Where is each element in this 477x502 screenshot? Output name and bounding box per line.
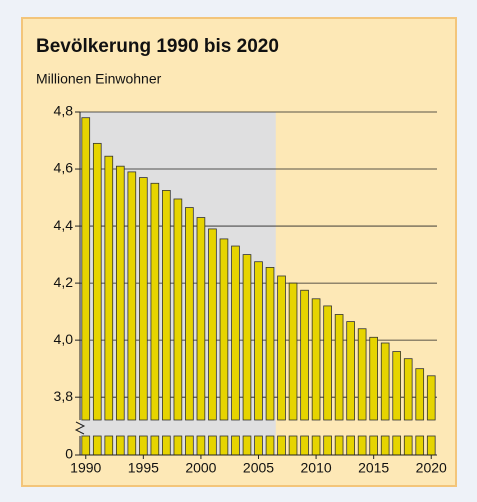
bar-base [115,435,125,456]
bar-base [311,435,321,456]
bar-base [323,435,332,456]
bar-base [392,435,402,456]
bar [185,207,194,421]
bar-base [185,435,194,456]
bar [173,198,183,421]
bar [369,336,378,421]
bar [81,117,91,421]
bar [265,267,275,421]
bar [323,305,332,421]
bar-base [139,435,148,456]
bar [357,328,367,421]
x-tick-label: 2000 [185,460,216,476]
y-tick-label: 3,8 [54,388,74,404]
bar-base [127,435,137,456]
bar-base [162,435,171,456]
bar-base [254,435,263,456]
bar-base [288,435,298,456]
bar-base [92,435,102,456]
axis-break [74,421,86,435]
bar [92,142,102,421]
bar-base [415,435,425,456]
bar-base [265,435,275,456]
bar [392,351,402,421]
y-tick-label: 4,8 [54,103,74,119]
bar-base [208,435,217,456]
bar-base [357,435,367,456]
bar-base [231,435,240,456]
bar-base [173,435,183,456]
bar [403,358,413,421]
bar [334,314,344,421]
bar [219,238,229,421]
bar [311,298,321,421]
bar [426,375,436,421]
bar [208,228,217,421]
chart-title: Bevölkerung 1990 bis 2020 [36,36,279,57]
bar-base [104,435,114,456]
bar [380,342,390,421]
bar [277,275,286,421]
bar [162,190,171,421]
bar [150,182,160,421]
bar [346,321,355,421]
y-tick-label: 4,2 [54,274,74,290]
bar-base [334,435,344,456]
y-tick-label: 0 [65,446,73,462]
bar [254,261,263,421]
bar [104,155,114,421]
y-tick-label: 4,4 [54,217,74,233]
x-tick-label: 2015 [358,460,389,476]
bar-base [150,435,160,456]
bar-base [369,435,378,456]
bar-base [81,435,91,456]
y-tick-label: 4,0 [54,331,74,347]
x-tick-label: 2010 [301,460,332,476]
x-tick-label: 1995 [128,460,159,476]
bar-base [300,435,309,456]
bar-base [242,435,252,456]
bar [127,171,137,421]
bar [415,368,425,421]
chart-subtitle: Millionen Einwohner [36,71,162,87]
bar-base [426,435,436,456]
x-tick-label: 2005 [243,460,274,476]
bar [288,282,298,421]
bar [300,289,309,421]
bar [231,245,240,421]
bar-base [403,435,413,456]
bar-base [346,435,355,456]
x-tick-label: 1990 [70,460,101,476]
bar-base [219,435,229,456]
bar [242,254,252,421]
bar-base [380,435,390,456]
bar [196,217,206,421]
bar [139,177,148,421]
x-tick-label: 2020 [416,460,447,476]
bar-base [277,435,286,456]
bar-base [196,435,206,456]
bar [115,165,125,421]
y-tick-label: 4,6 [54,160,74,176]
